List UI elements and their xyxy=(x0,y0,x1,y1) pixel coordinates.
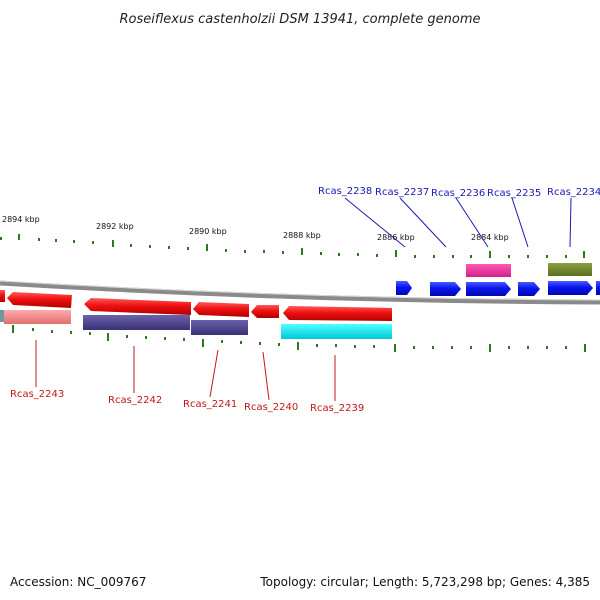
scale-label-2894: 2894 kbp xyxy=(2,215,40,224)
gene-rcas-2241[interactable] xyxy=(193,302,249,317)
scale-label-2890: 2890 kbp xyxy=(189,227,227,236)
scale-label-2884: 2884 kbp xyxy=(471,233,509,242)
gene-label-rcas-2234[interactable]: Rcas_2234 xyxy=(547,187,600,198)
gene-label-rcas-2235[interactable]: Rcas_2235 xyxy=(487,188,541,199)
gene-rcas-2239[interactable] xyxy=(283,306,392,321)
gene-rcas-2235[interactable] xyxy=(518,282,540,296)
gene-label-rcas-2241[interactable]: Rcas_2241 xyxy=(183,399,237,410)
bottom-leader-lines xyxy=(35,340,336,401)
gene-rcas-2240[interactable] xyxy=(251,305,279,318)
gene-edge-left[interactable] xyxy=(0,290,5,302)
feature-rcas-2234[interactable] xyxy=(548,263,592,276)
map-title: Roseiflexus castenholzii DSM 13941, comp… xyxy=(120,12,481,27)
gene-rcas-2242[interactable] xyxy=(84,298,191,315)
gene-edge-right[interactable] xyxy=(596,281,600,295)
gene-label-rcas-2238[interactable]: Rcas_2238 xyxy=(318,186,372,197)
forward-genes xyxy=(396,281,600,296)
feature-rcas-2243-edge[interactable] xyxy=(0,310,4,322)
upper-scale-ticks xyxy=(0,234,585,258)
genome-backbone-highlight xyxy=(0,280,600,301)
gene-label-rcas-2243[interactable]: Rcas_2243 xyxy=(10,389,64,400)
reverse-genes xyxy=(0,290,392,321)
gene-label-rcas-2239[interactable]: Rcas_2239 xyxy=(310,403,364,414)
gene-rcas-2243[interactable] xyxy=(7,292,72,308)
accession-text: Accession: NC_009767 xyxy=(10,575,146,589)
feature-rcas-2243[interactable] xyxy=(4,310,71,324)
gene-rcas-2237[interactable] xyxy=(430,282,461,296)
scale-label-2888: 2888 kbp xyxy=(283,231,321,240)
scale-label-2892: 2892 kbp xyxy=(96,222,134,231)
genome-summary-text: Topology: circular; Length: 5,723,298 bp… xyxy=(259,575,590,589)
top-leader-lines xyxy=(344,197,572,248)
gene-label-rcas-2237[interactable]: Rcas_2237 xyxy=(375,187,429,198)
scale-label-2886: 2886 kbp xyxy=(377,233,415,242)
gene-rcas-2236[interactable] xyxy=(466,282,511,296)
gene-label-rcas-2242[interactable]: Rcas_2242 xyxy=(108,395,162,406)
lower-scale-ticks xyxy=(12,325,586,352)
gene-label-rcas-2240[interactable]: Rcas_2240 xyxy=(244,402,298,413)
gene-label-rcas-2236[interactable]: Rcas_2236 xyxy=(431,188,485,199)
genome-backbone xyxy=(0,280,600,305)
gene-rcas-2234[interactable] xyxy=(548,281,593,295)
feature-rcas-2242[interactable] xyxy=(83,315,190,330)
feature-rcas-2241[interactable] xyxy=(191,320,248,335)
feature-rcas-2236[interactable] xyxy=(466,264,511,277)
feature-rcas-2239[interactable] xyxy=(281,324,392,339)
gene-rcas-2238[interactable] xyxy=(396,281,412,295)
